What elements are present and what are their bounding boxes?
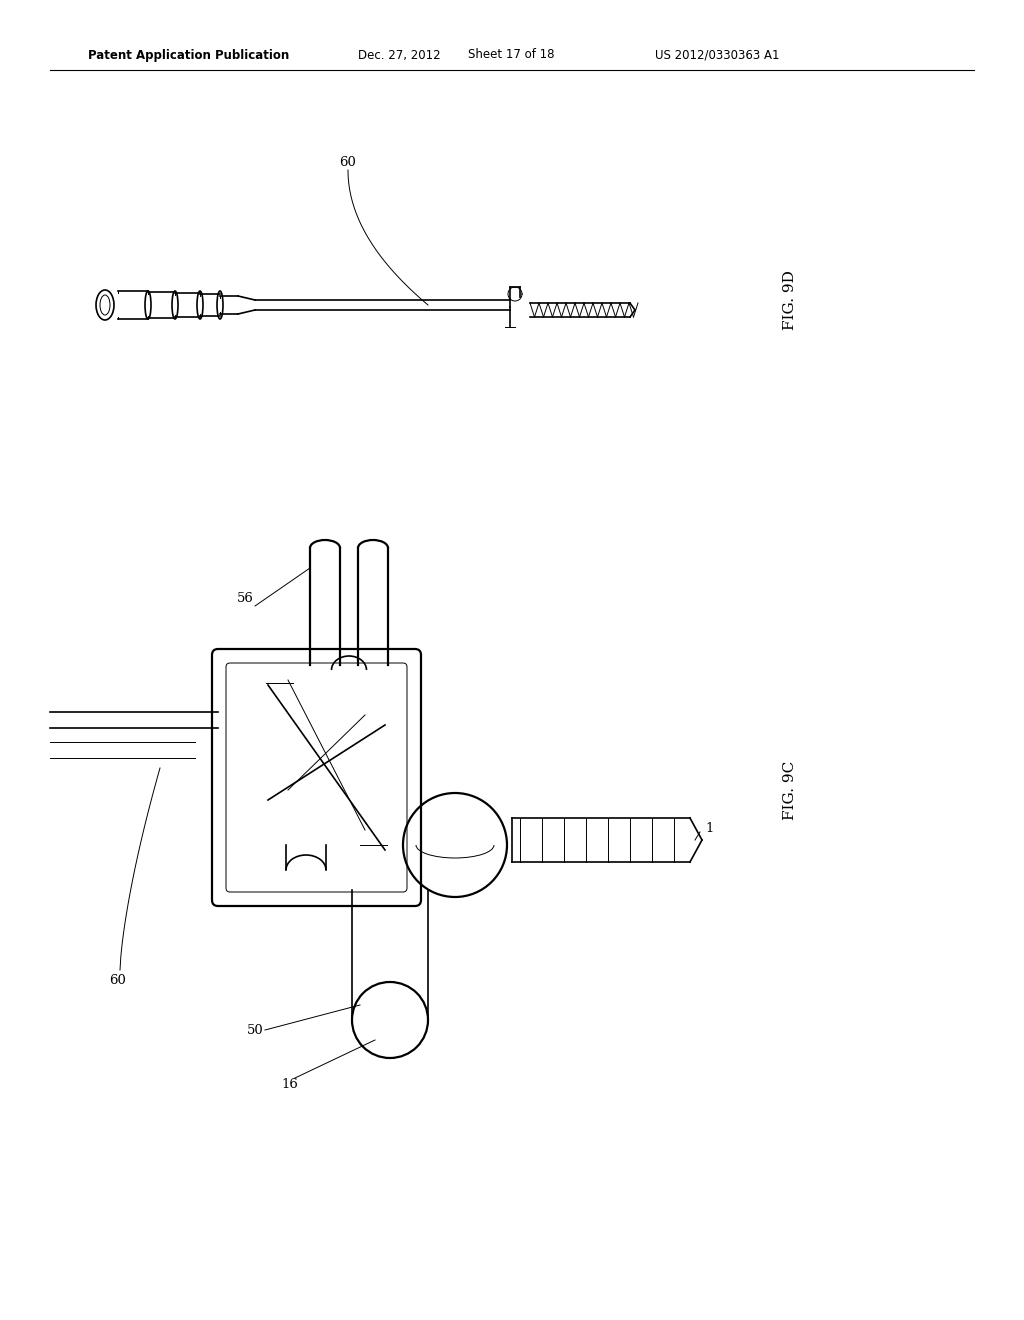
Text: 60: 60 <box>110 974 126 986</box>
Text: FIG. 9C: FIG. 9C <box>783 760 797 820</box>
Text: 16: 16 <box>282 1078 298 1092</box>
Text: US 2012/0330363 A1: US 2012/0330363 A1 <box>655 49 779 62</box>
Text: Dec. 27, 2012: Dec. 27, 2012 <box>358 49 440 62</box>
Text: 50: 50 <box>247 1023 263 1036</box>
Text: 1: 1 <box>706 821 714 834</box>
Text: 56: 56 <box>237 591 253 605</box>
Text: Patent Application Publication: Patent Application Publication <box>88 49 289 62</box>
Text: 60: 60 <box>340 157 356 169</box>
Text: FIG. 9D: FIG. 9D <box>783 271 797 330</box>
Text: Sheet 17 of 18: Sheet 17 of 18 <box>468 49 555 62</box>
